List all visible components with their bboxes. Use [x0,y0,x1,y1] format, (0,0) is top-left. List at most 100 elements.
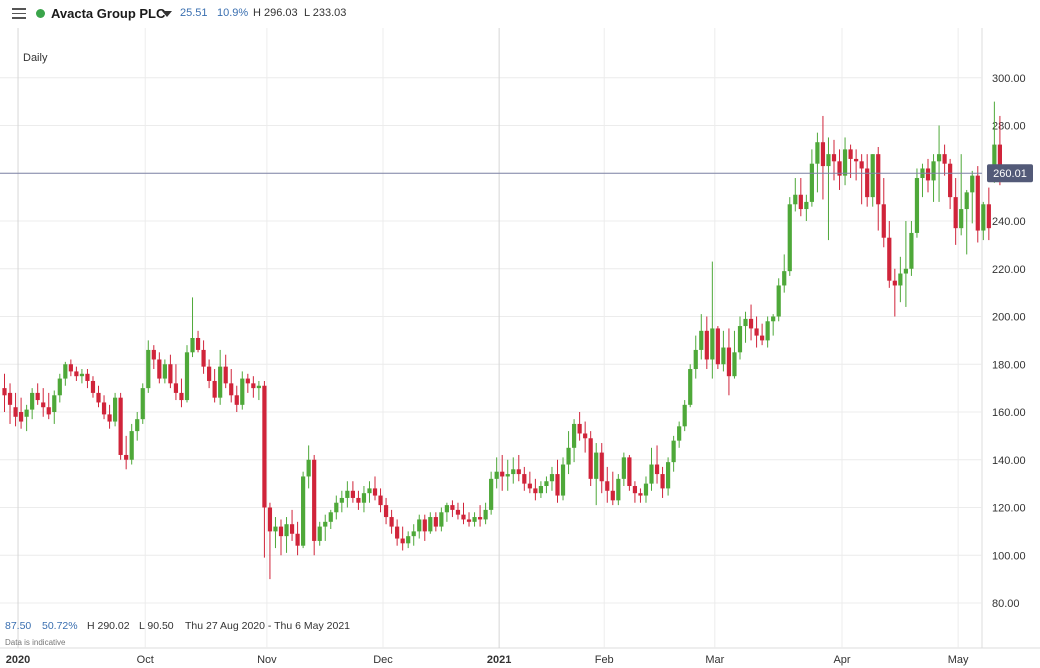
candle-body [162,364,167,379]
y-tick-label: 240.00 [992,216,1026,228]
range-change-percent: 50.72% [42,620,78,632]
chevron-down-icon[interactable] [162,11,172,17]
candle-body [184,352,190,401]
x-tick-label: Dec [373,654,393,666]
candle-body [737,326,743,353]
candle-body [317,526,322,541]
candle-body [931,161,936,181]
candle-body [964,192,969,210]
candle-body [898,273,903,286]
candle-body [85,373,90,381]
candle-body [173,383,179,393]
candle-body [776,285,781,317]
data-disclaimer: Data is indicative [5,638,66,647]
candle-body [306,459,311,477]
candle-body [361,493,367,503]
candle-body [959,209,964,229]
candle-body [383,505,389,518]
candle-body [13,407,18,417]
candle-body [334,502,339,513]
y-tick-label: 160.00 [992,407,1026,419]
candle-body [748,318,754,329]
candle-body [372,488,378,496]
instrument-name[interactable]: Avacta Group PLC [51,6,166,21]
candle-body [433,517,438,527]
candle-body [981,204,986,231]
candle-body [400,538,405,544]
candle-body [876,154,881,205]
candle-body [710,328,715,360]
candle-body [566,447,571,465]
candle-body [538,486,544,494]
candle-body [522,474,527,484]
menu-icon[interactable] [12,6,26,20]
candle-body [842,149,848,176]
candle-body [627,457,632,487]
candle-body [854,158,859,162]
candle-body [135,419,140,432]
candle-body [234,395,239,405]
candle-body [660,474,665,489]
candle-body [52,395,57,412]
range-change: 87.50 [5,620,32,632]
candle-body [793,194,798,205]
candle-body [18,412,24,422]
candle-body [367,488,372,494]
x-tick-label: Oct [137,654,154,666]
candle-body [7,392,13,405]
candle-body [68,364,73,372]
market-status-dot [36,9,45,18]
candle-body [992,144,997,167]
candle-body [406,536,411,544]
candle-body [925,168,931,181]
candle-body [107,414,112,422]
candle-body [489,478,494,510]
candle-body [57,378,62,396]
candle-body [516,469,521,475]
candle-body [262,385,267,508]
candle-body [207,366,212,381]
candle-body [760,335,765,341]
current-price-tag [987,164,1033,183]
candle-body [997,144,1002,169]
candle-body [466,519,472,522]
candle-body [483,509,488,520]
candle-body [671,440,676,463]
y-tick-label: 200.00 [992,312,1026,324]
candle-body [865,168,870,198]
candle-body [721,347,726,365]
candle-body [2,388,7,396]
chart-header: Avacta Group PLC 25.51 10.9% H 296.03 L … [0,0,1040,28]
y-tick-label: 280.00 [992,121,1026,133]
candle-body [820,142,826,167]
candle-body [726,347,732,377]
x-tick-label: Feb [595,654,614,666]
candle-body [450,505,455,510]
candle-body [798,194,803,210]
candle-body [90,380,96,393]
candle-body [610,490,615,501]
candle-body [643,483,649,496]
candle-body [654,464,660,475]
candle-body [605,481,610,491]
candle-body [195,337,201,350]
candle-body [24,409,29,417]
candle-body [688,369,693,405]
candle-body [577,423,582,434]
candle-body [278,526,284,537]
y-tick-label: 300.00 [992,73,1026,85]
y-tick-label: 140.00 [992,455,1026,467]
candle-body [30,392,35,410]
candle-body [289,524,295,534]
candle-body [411,531,416,537]
range-low: L 90.50 [139,620,174,632]
candle-body [549,474,555,482]
interval-label: Daily [23,52,48,64]
candle-body [765,321,770,341]
candle-body [323,521,328,527]
candle-body [887,237,892,281]
candle-body [837,161,842,176]
candle-body [815,142,820,164]
candle-body [948,163,953,198]
